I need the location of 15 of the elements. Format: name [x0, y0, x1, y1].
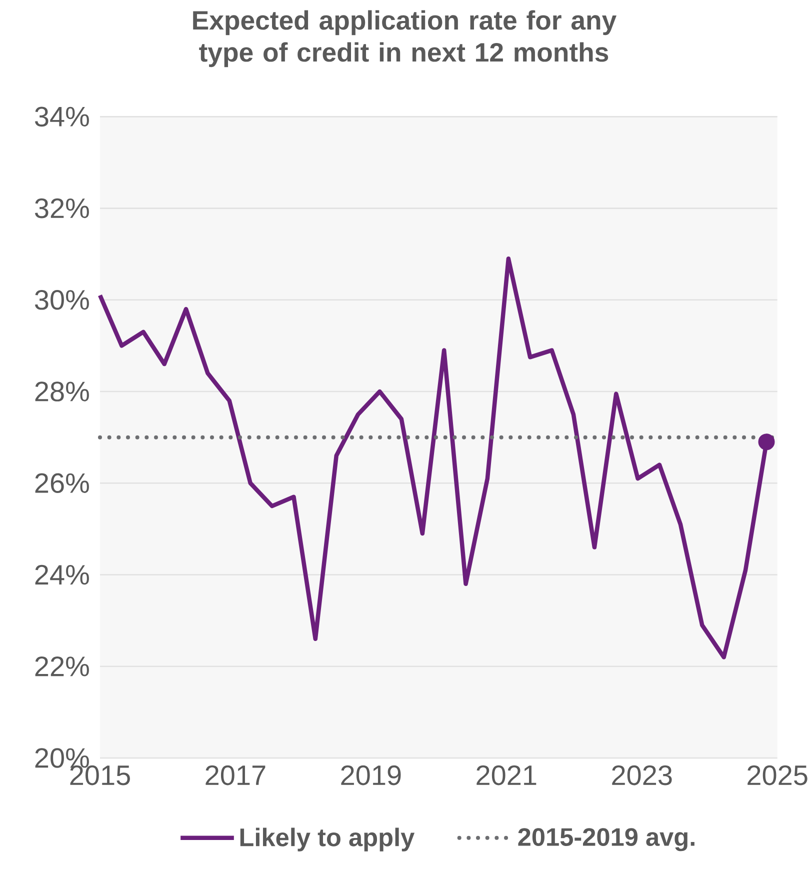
y-tick-label: 30% [34, 290, 89, 310]
x-tick-label: 2023 [612, 765, 672, 786]
x-tick-label: 2019 [341, 765, 401, 786]
y-tick-label: 26% [35, 473, 89, 494]
y-tick-label: 28% [35, 382, 89, 402]
y-tick-label: 22% [35, 656, 89, 676]
legend-label: 2015-2019 avg. [518, 828, 694, 852]
y-tick-label: 24% [35, 564, 89, 585]
y-tick-label: 32% [34, 198, 89, 218]
y-tick-label: 34% [34, 106, 89, 127]
x-tick-label: 2025 [748, 765, 808, 786]
chart-title: Expected application rate for any type of credit in next 12 months [193, 10, 616, 68]
x-tick-label: 2021 [476, 765, 536, 786]
x-tick-label: 2017 [206, 765, 266, 786]
legend-label: Likely to apply [240, 828, 415, 852]
